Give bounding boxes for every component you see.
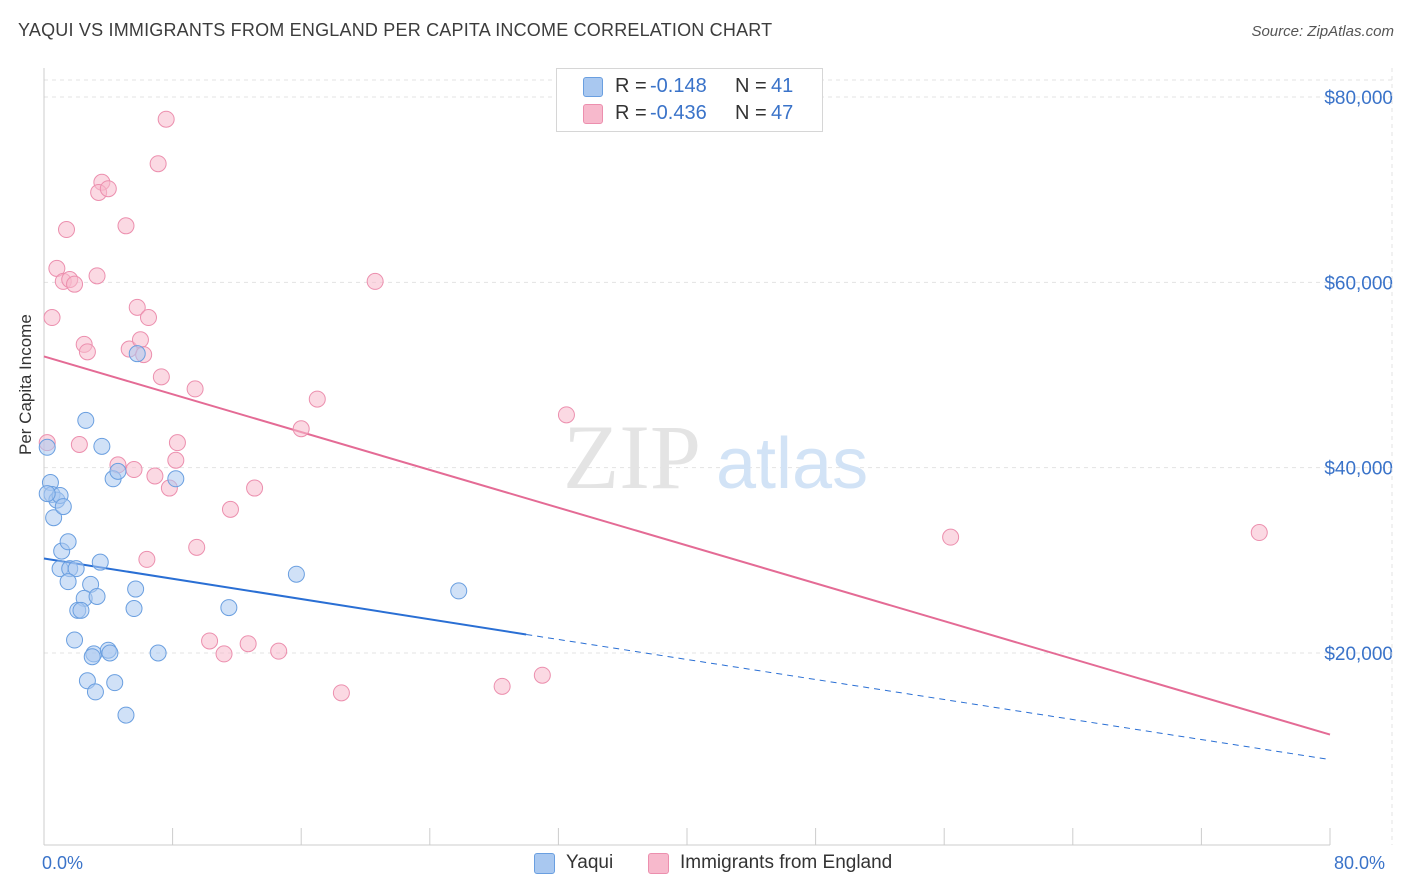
point-england xyxy=(88,267,106,285)
y-tick-label: $20,000 xyxy=(1324,644,1393,665)
point-yaqui xyxy=(59,533,77,551)
legend-row-yaqui: R = -0.148 N = 41 xyxy=(557,74,822,100)
bottom-legend-swatch-england xyxy=(648,853,669,874)
point-england xyxy=(188,538,206,556)
point-england xyxy=(167,451,185,469)
bottom-legend-label-yaqui: Yaqui xyxy=(566,852,614,873)
point-england xyxy=(215,645,233,663)
point-yaqui xyxy=(220,599,238,617)
trend-line-yaqui xyxy=(43,557,527,636)
point-england xyxy=(117,217,135,235)
y-axis-title: Per Capita Income xyxy=(16,314,35,455)
point-england xyxy=(146,467,164,485)
point-england xyxy=(138,550,156,568)
x-tick-label-max: 80.0% xyxy=(1334,853,1386,873)
point-england xyxy=(131,331,149,349)
point-yaqui xyxy=(38,485,56,503)
point-yaqui xyxy=(38,438,56,456)
point-england xyxy=(128,298,146,316)
legend-swatch-england xyxy=(583,104,603,124)
point-england xyxy=(99,180,117,198)
point-yaqui xyxy=(86,683,104,701)
point-england xyxy=(168,434,186,452)
point-yaqui xyxy=(128,345,146,363)
legend-n-value-england: 47 xyxy=(771,102,794,124)
point-england xyxy=(332,684,350,702)
point-yaqui xyxy=(45,509,63,527)
point-yaqui xyxy=(91,553,109,571)
point-england xyxy=(292,420,310,438)
point-england xyxy=(221,500,239,518)
legend-n-label: N = xyxy=(735,75,767,97)
point-england xyxy=(270,642,288,660)
point-england xyxy=(70,436,88,453)
legend-r-label: R = xyxy=(615,75,647,97)
point-england xyxy=(43,309,61,327)
point-england xyxy=(78,343,96,361)
point-yaqui xyxy=(450,582,468,600)
point-england xyxy=(58,221,76,239)
legend-n-value-yaqui: 41 xyxy=(771,75,794,97)
x-tick-label-min: 0.0% xyxy=(42,853,84,873)
legend-r-value-yaqui: -0.148 xyxy=(650,75,707,97)
point-yaqui xyxy=(88,587,106,605)
point-yaqui xyxy=(66,631,84,649)
point-yaqui xyxy=(109,462,127,480)
point-yaqui xyxy=(54,498,72,516)
point-yaqui xyxy=(93,437,111,455)
point-yaqui xyxy=(287,565,305,583)
legend-r-label: R = xyxy=(615,102,647,124)
y-tick-label: $60,000 xyxy=(1324,273,1393,294)
watermark-zip: ZIP xyxy=(563,406,701,508)
point-yaqui xyxy=(125,600,143,618)
point-yaqui xyxy=(77,411,95,429)
point-yaqui xyxy=(117,706,135,724)
point-england xyxy=(152,368,170,386)
bottom-legend-swatch-yaqui xyxy=(534,853,555,874)
point-england xyxy=(246,479,264,497)
legend-row-england: R = -0.436 N = 47 xyxy=(557,101,822,127)
y-tick-label: $40,000 xyxy=(1324,459,1393,480)
chart-source: Source: ZipAtlas.com xyxy=(1251,23,1394,40)
point-england xyxy=(157,110,175,128)
point-yaqui xyxy=(106,674,124,692)
point-yaqui xyxy=(127,580,145,598)
point-yaqui xyxy=(167,470,185,488)
point-yaqui xyxy=(59,573,77,591)
watermark: ZIP atlas xyxy=(563,406,868,508)
point-england xyxy=(1250,524,1268,542)
point-england xyxy=(239,635,257,653)
point-england xyxy=(149,155,167,173)
legend-r-value-england: -0.436 xyxy=(650,102,707,124)
legend-n-label: N = xyxy=(735,102,767,124)
point-england xyxy=(125,461,143,479)
y-tick-label: $80,000 xyxy=(1324,88,1393,109)
point-england xyxy=(533,666,551,684)
point-yaqui xyxy=(83,648,101,666)
point-yaqui xyxy=(101,644,119,662)
point-england xyxy=(66,275,84,293)
watermark-atlas: atlas xyxy=(716,424,868,504)
point-england xyxy=(201,632,219,650)
point-england xyxy=(493,677,511,695)
point-england xyxy=(557,406,575,424)
bottom-legend-label-england: Immigrants from England xyxy=(680,852,893,873)
point-england xyxy=(308,390,326,408)
point-yaqui xyxy=(149,644,167,662)
correlation-legend: R = -0.148 N = 41 R = -0.436 N = 47 xyxy=(556,68,823,132)
chart-title: YAQUI VS IMMIGRANTS FROM ENGLAND PER CAP… xyxy=(18,20,773,40)
point-england xyxy=(186,380,204,398)
legend-swatch-yaqui xyxy=(583,77,603,97)
trend-line-yaqui-extension xyxy=(526,633,1331,761)
trend-line-england xyxy=(43,355,1331,736)
point-yaqui xyxy=(72,601,90,619)
point-england xyxy=(366,272,384,290)
point-england xyxy=(942,528,960,546)
point-yaqui xyxy=(67,560,85,578)
point-england xyxy=(139,309,157,327)
